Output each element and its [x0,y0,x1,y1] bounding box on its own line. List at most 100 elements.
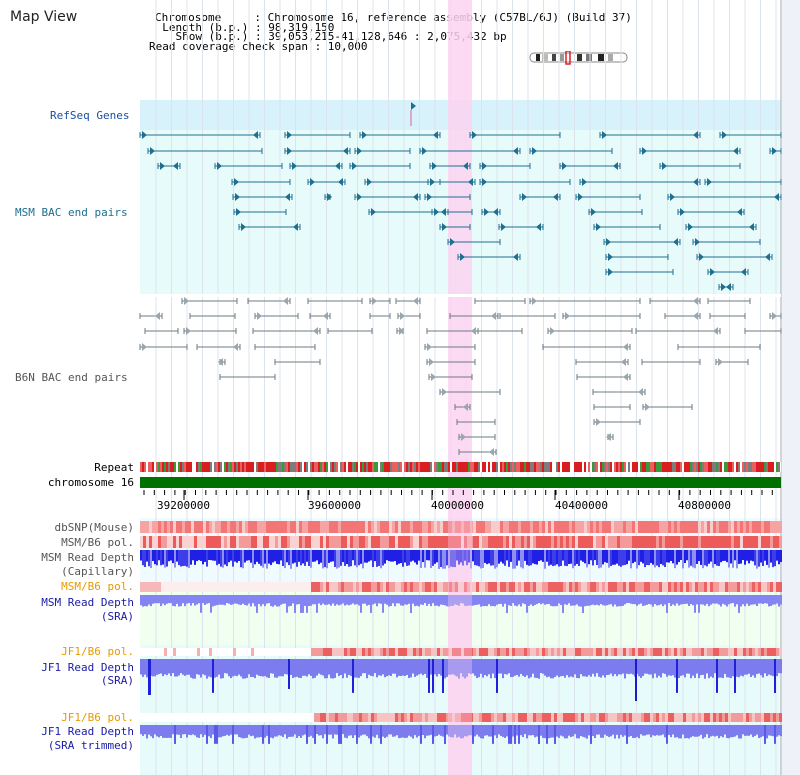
jf1-trimmed-depth-bar [426,725,428,736]
repeat-element [698,462,700,472]
jf1-trimmed-depth-bar [164,725,166,738]
msm-capillary-depth-bar [728,550,730,568]
msm-capillary-depth-bar [746,550,748,561]
msm-sra-depth-bar [664,595,666,605]
jf1-sra-depth-bar [544,659,546,676]
jf1-b6-polymorphism [506,648,509,656]
msm-b6-polymorphism [692,536,695,548]
jf1-trimmed-depth-bar [214,725,216,744]
jf1-trimmed-depth-bar [408,725,410,736]
msm-sra-depth-bar [200,595,202,613]
msm-b6-polymorphism-2 [776,582,779,592]
jf1-b6-polymorphism [164,648,167,656]
dbsnp-density [242,521,245,533]
dbsnp-density [335,521,338,533]
msm-capillary-depth-bar [252,550,254,569]
jf1-b6-polymorphism-2 [749,713,752,722]
jf1-sra-depth-bar [282,659,284,677]
jf1-trimmed-depth-bar [334,725,336,735]
jf1-trimmed-depth-bar [724,725,726,735]
jf1-sra-depth-bar [642,659,644,677]
msm-sra-depth-bar [686,595,688,604]
jf1-b6-polymorphism [233,648,236,656]
jf1-b6-polymorphism [578,648,581,656]
repeat-element [384,462,386,472]
chromosome-ideogram[interactable] [528,51,630,65]
jf1-sra-depth-bar [762,659,764,678]
jf1-b6-polymorphism [278,648,281,656]
msm-capillary-depth-bar [410,550,412,562]
msm-capillary-depth-bar [290,550,292,569]
msm-b6-polymorphism-2 [407,582,410,592]
msm-sra-depth-bar [300,595,302,613]
repeat-element [622,462,624,472]
msm-sra-depth-bar [622,595,624,606]
msm-sra-depth-bar [526,595,528,613]
jf1-sra-depth-bar [350,659,352,677]
msm-sra-depth-bar [306,595,308,613]
msm-sra-depth-bar [406,595,408,605]
msm-b6-polymorphism-2 [566,582,569,592]
dbsnp-density [359,521,362,533]
jf1-sra-depth-bar [158,659,160,675]
jf1-trimmed-depth-bar [378,725,380,739]
jf1-trimmed-depth-bar [400,725,402,738]
dbsnp-density [287,521,290,533]
jf1-trimmed-depth-bar [456,725,458,738]
jf1-trimmed-depth-bar [502,725,504,737]
ideogram-current-region [565,51,571,65]
jf1-b6-polymorphism-2 [719,713,722,722]
msm-b6-polymorphism-2 [452,582,455,592]
jf1-sra-depth-bar [564,659,566,678]
jf1-trimmed-depth-bar [182,725,184,735]
jf1-trimmed-depth-bar [702,725,704,739]
dbsnp-density [461,521,464,533]
msm-capillary-depth-bar [474,550,476,566]
msm-b6-polymorphism [659,536,662,548]
repeat-element [166,462,168,472]
msm-b6-polymorphism [653,536,656,548]
jf1-trimmed-depth-bar [326,725,328,744]
msm-capillary-depth-bar [350,550,352,567]
msm-capillary-depth-bar [230,550,232,561]
repeat-element [404,462,406,472]
jf1-trimmed-depth-bar [202,725,204,737]
jf1-b6-polymorphism [182,648,185,656]
msm-bac-end-marker [236,208,241,216]
jf1-b6-polymorphism [524,648,527,656]
dbsnp-density [620,521,623,533]
repeat-element [218,462,220,472]
msm-sra-depth-bar [494,595,496,607]
jf1-trimmed-depth-bar [576,725,578,739]
jf1-b6-polymorphism [140,648,143,656]
msm-sra-depth-bar [634,595,636,605]
msm-sra-depth-bar [268,595,270,604]
msm-b6-polymorphism [575,536,578,548]
msm-capillary-depth-bar [618,550,620,566]
jf1-trimmed-depth-bar [428,725,430,736]
msm-capillary-depth-bar [272,550,274,563]
repeat-element [266,462,268,472]
msm-b6-polymorphism-2 [218,582,221,592]
msm-bac-end-marker [553,193,558,201]
jf1-trimmed-depth-bar [450,725,452,738]
jf1-b6-polymorphism [392,648,395,656]
msm-capillary-depth-bar [766,550,768,565]
msm-sra-depth-bar [166,595,168,604]
jf1-sra-depth-bar [230,659,232,679]
jf1-sra-depth-bar [160,659,162,674]
msm-capillary-depth-bar [396,550,398,565]
jf1-trimmed-depth-bar [198,725,200,738]
msm-b6-polymorphism-2 [212,582,215,592]
jf1-b6-polymorphism [293,648,296,656]
jf1-trimmed-depth-bar [250,725,252,737]
msm-capillary-depth-bar [286,550,288,563]
jf1-b6-polymorphism [437,648,440,656]
msm-sra-depth-bar [348,595,350,606]
msm-sra-depth-bar [636,595,638,606]
jf1-trimmed-depth-bar [296,725,298,738]
jf1-b6-polymorphism-2 [488,713,491,722]
msm-sra-depth-bar [656,595,658,606]
msm-sra-depth-bar [318,595,320,604]
